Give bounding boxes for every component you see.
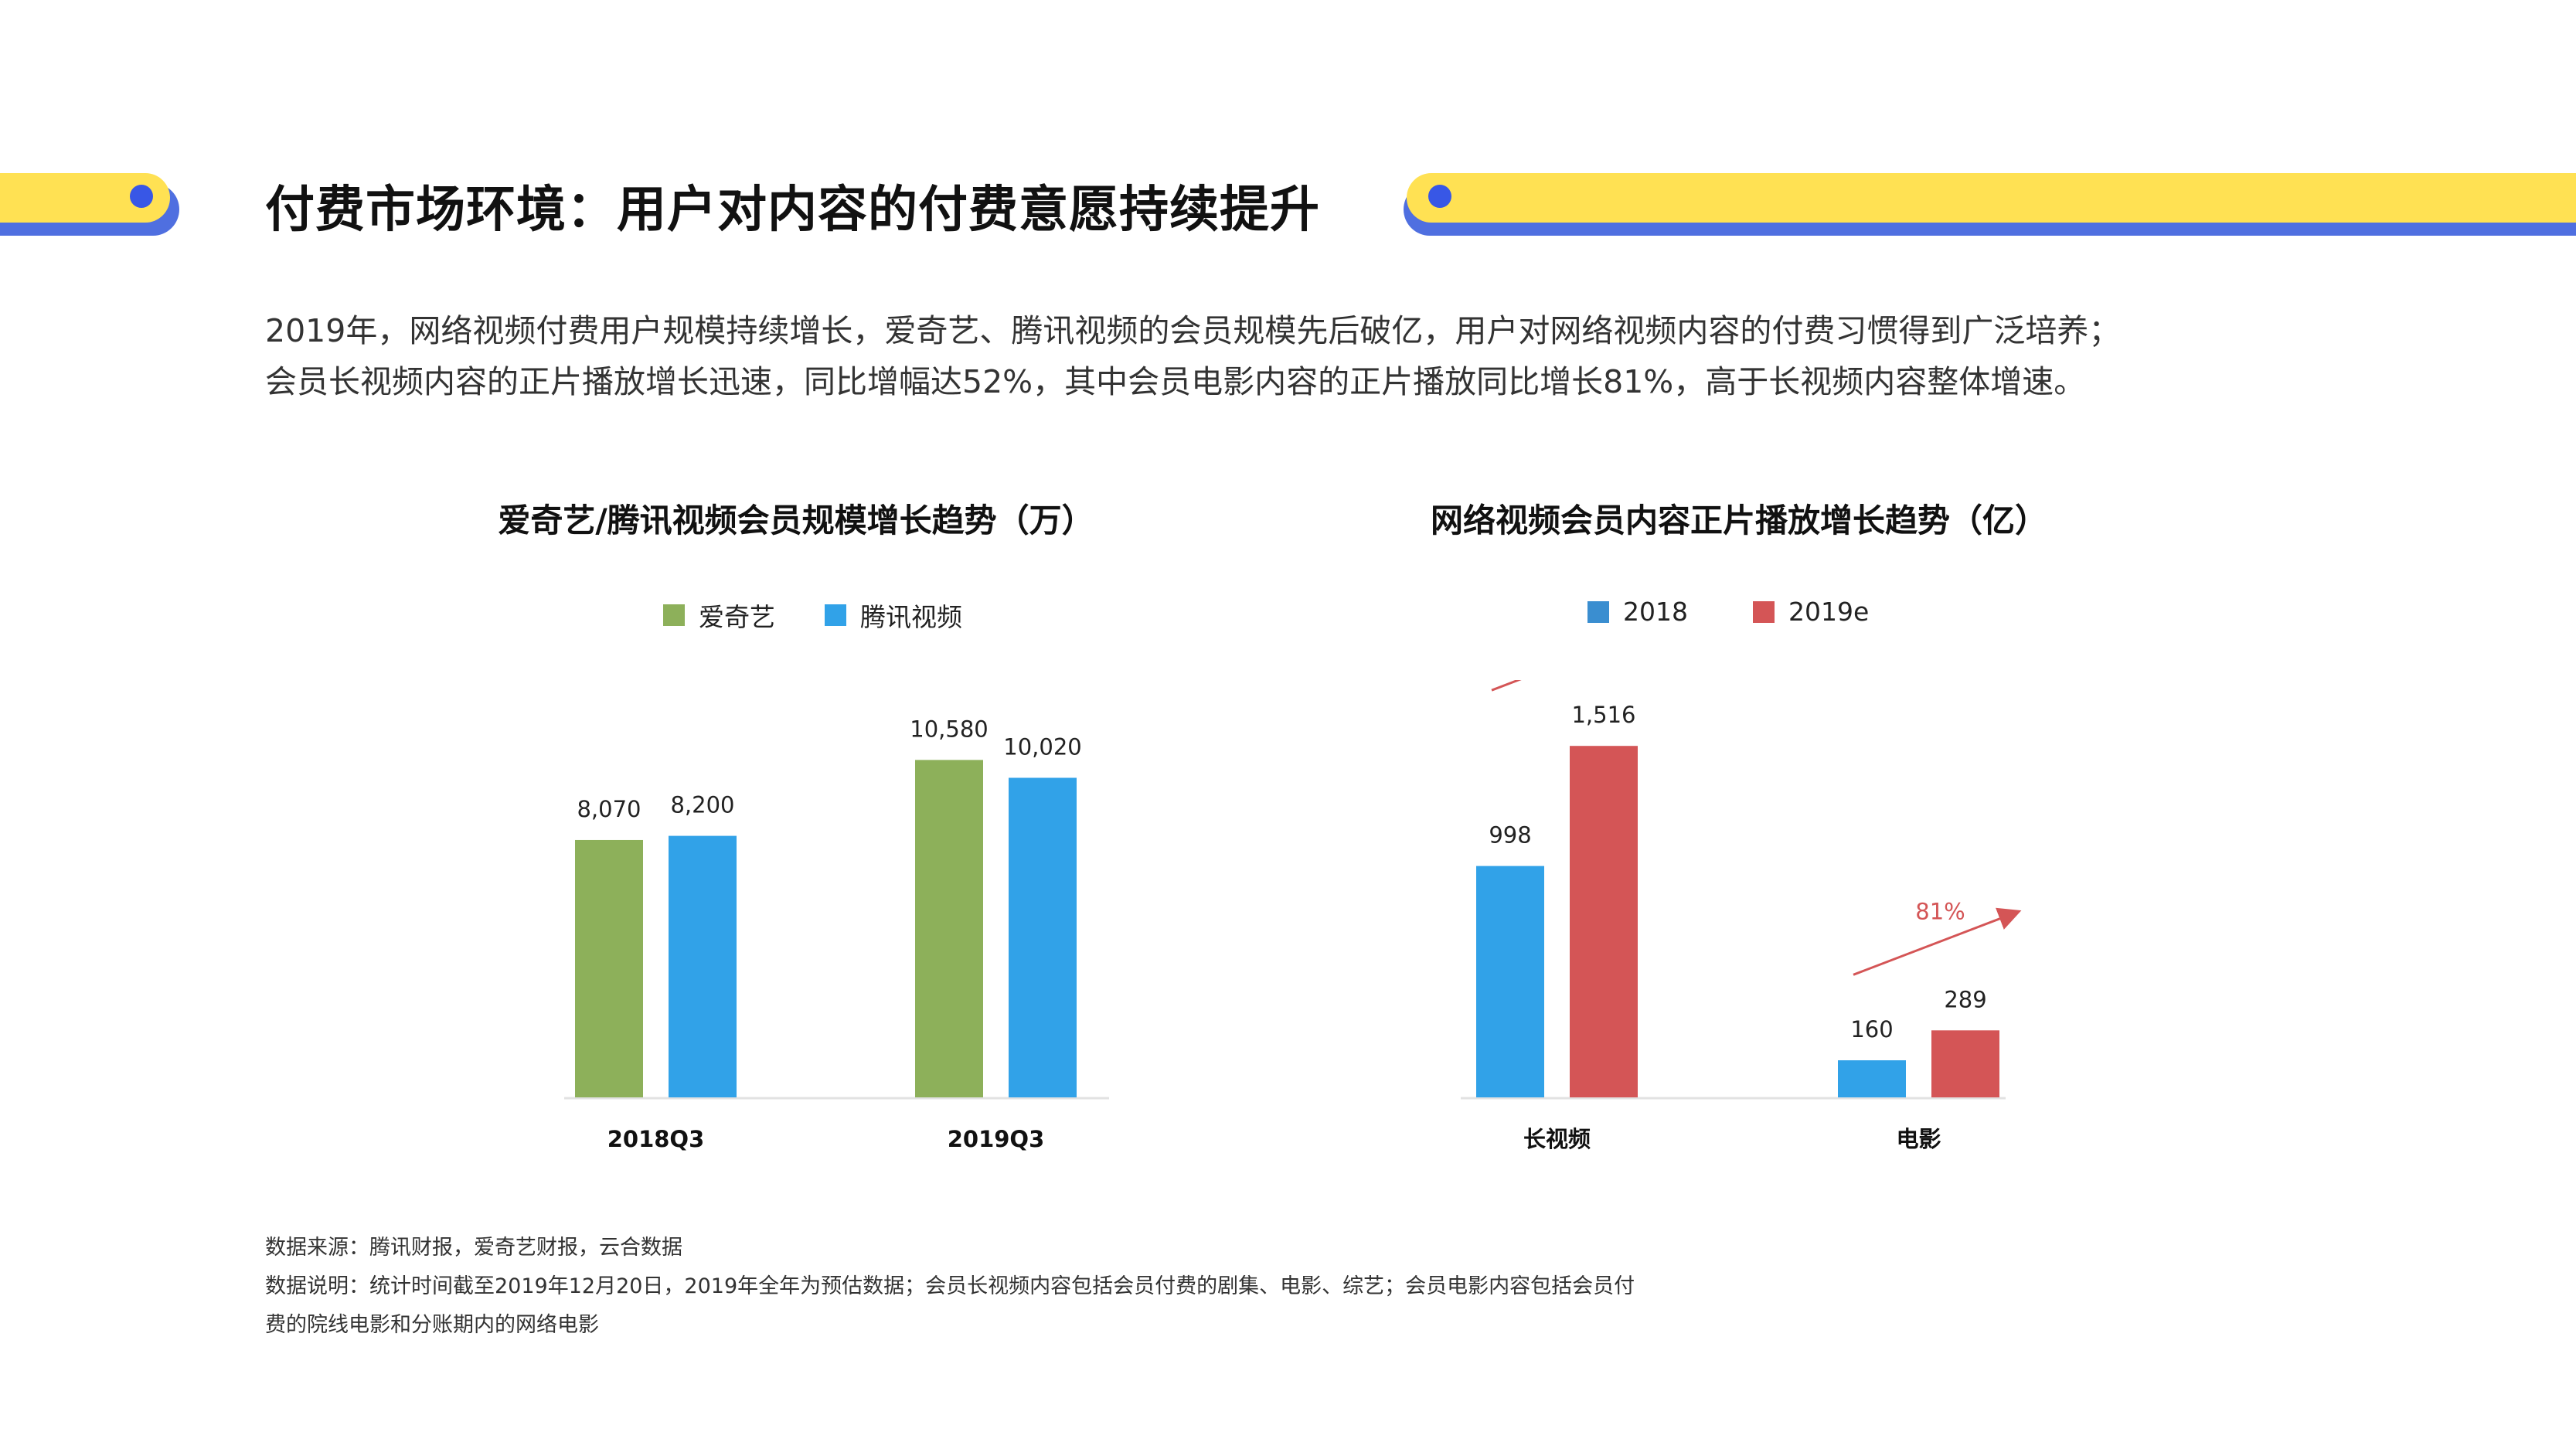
page-title: 付费市场环境：用户对内容的付费意愿持续提升 [265, 182, 1320, 239]
chart2-bar-2-2 [1931, 1030, 1999, 1097]
chart1-legend-item-1: 爱奇艺 [663, 597, 775, 634]
chart1-bar-1-2 [669, 835, 737, 1097]
chart2-growth-label-2: 81% [1915, 898, 1965, 924]
chart2-growth-arrow-2 [1853, 907, 2022, 976]
chart1-data-label-2-2: 10,020 [1003, 733, 1081, 760]
chart2-bar-1-2 [1570, 746, 1638, 1097]
chart2-title: 网络视频会员内容正片播放增长趋势（亿） [1430, 502, 2047, 539]
chart1-plot: 8,070 8,200 2018Q3 10,580 10,020 2019Q3 [564, 716, 1109, 1152]
chart2-legend-item-2: 2019e [1752, 597, 1870, 627]
chart2-bar-2-1 [1838, 1060, 1906, 1097]
chart1-category-label-2: 2019Q3 [948, 1126, 1045, 1152]
chart2-data-label-1-1: 998 [1489, 822, 1531, 849]
chart2-legend-swatch-1 [1587, 600, 1609, 623]
chart2-bar-1-1 [1476, 866, 1544, 1097]
chart2-legend-label-2: 2019e [1788, 597, 1870, 627]
chart1-bar-2-2 [1009, 777, 1077, 1097]
intro-line-2: 会员长视频内容的正片播放增长迅速，同比增幅达52%，其中会员电影内容的正片播放同… [265, 363, 2086, 400]
footer-note-line-2: 费的院线电影和分账期内的网络电影 [265, 1313, 599, 1337]
chart1-legend-swatch-1 [663, 604, 685, 626]
intro-line-1: 2019年，网络视频付费用户规模持续增长，爱奇艺、腾讯视频的会员规模先后破亿，用… [265, 312, 2121, 349]
chart2-legend: 2018 2019e [1587, 597, 1918, 627]
chart1-data-label-2-1: 10,580 [910, 716, 988, 742]
chart1-legend-swatch-2 [825, 604, 846, 626]
intro-text: 2019年，网络视频付费用户规模持续增长，爱奇艺、腾讯视频的会员规模先后破亿，用… [265, 305, 2352, 407]
chart2-category-label-2: 电影 [1896, 1126, 1941, 1152]
chart1-legend-label-1: 爱奇艺 [699, 602, 775, 632]
chart2-legend-item-1: 2018 [1587, 597, 1688, 627]
chart1-data-label-1-2: 8,200 [670, 792, 734, 818]
header-band-right [1407, 173, 2576, 223]
chart2-growth-arrow-1 [1491, 680, 1522, 692]
header-dot-right [1428, 185, 1451, 208]
chart1-title: 爱奇艺/腾讯视频会员规模增长趋势（万） [498, 502, 1094, 539]
footer-notes: 数据来源：腾讯财报，爱奇艺财报，云合数据 数据说明：统计时间截至2019年12月… [265, 1229, 1734, 1345]
chart1-legend-label-2: 腾讯视频 [860, 602, 962, 632]
chart1-bar-1-1 [575, 839, 643, 1097]
chart2-category-label-1: 长视频 [1523, 1126, 1591, 1152]
chart1-bar-2-1 [915, 760, 983, 1097]
chart1-legend-item-2: 腾讯视频 [825, 597, 962, 634]
footer-source: 数据来源：腾讯财报，爱奇艺财报，云合数据 [265, 1236, 682, 1260]
header-dot-left [130, 185, 153, 208]
chart1-category-label-1: 2018Q3 [607, 1126, 705, 1152]
chart2-legend-label-1: 2018 [1623, 597, 1688, 627]
chart2-data-label-2-2: 289 [1944, 986, 1986, 1012]
chart2-data-label-2-1: 160 [1850, 1016, 1893, 1043]
footer-note-line-1: 数据说明：统计时间截至2019年12月20日，2019年全年为预估数据；会员长视… [265, 1274, 1635, 1298]
chart1-legend: 爱奇艺 腾讯视频 [663, 597, 1012, 634]
chart2-data-label-1-2: 1,516 [1571, 702, 1635, 728]
chart1-data-label-1-1: 8,070 [577, 796, 641, 822]
chart2-legend-swatch-2 [1752, 600, 1775, 623]
